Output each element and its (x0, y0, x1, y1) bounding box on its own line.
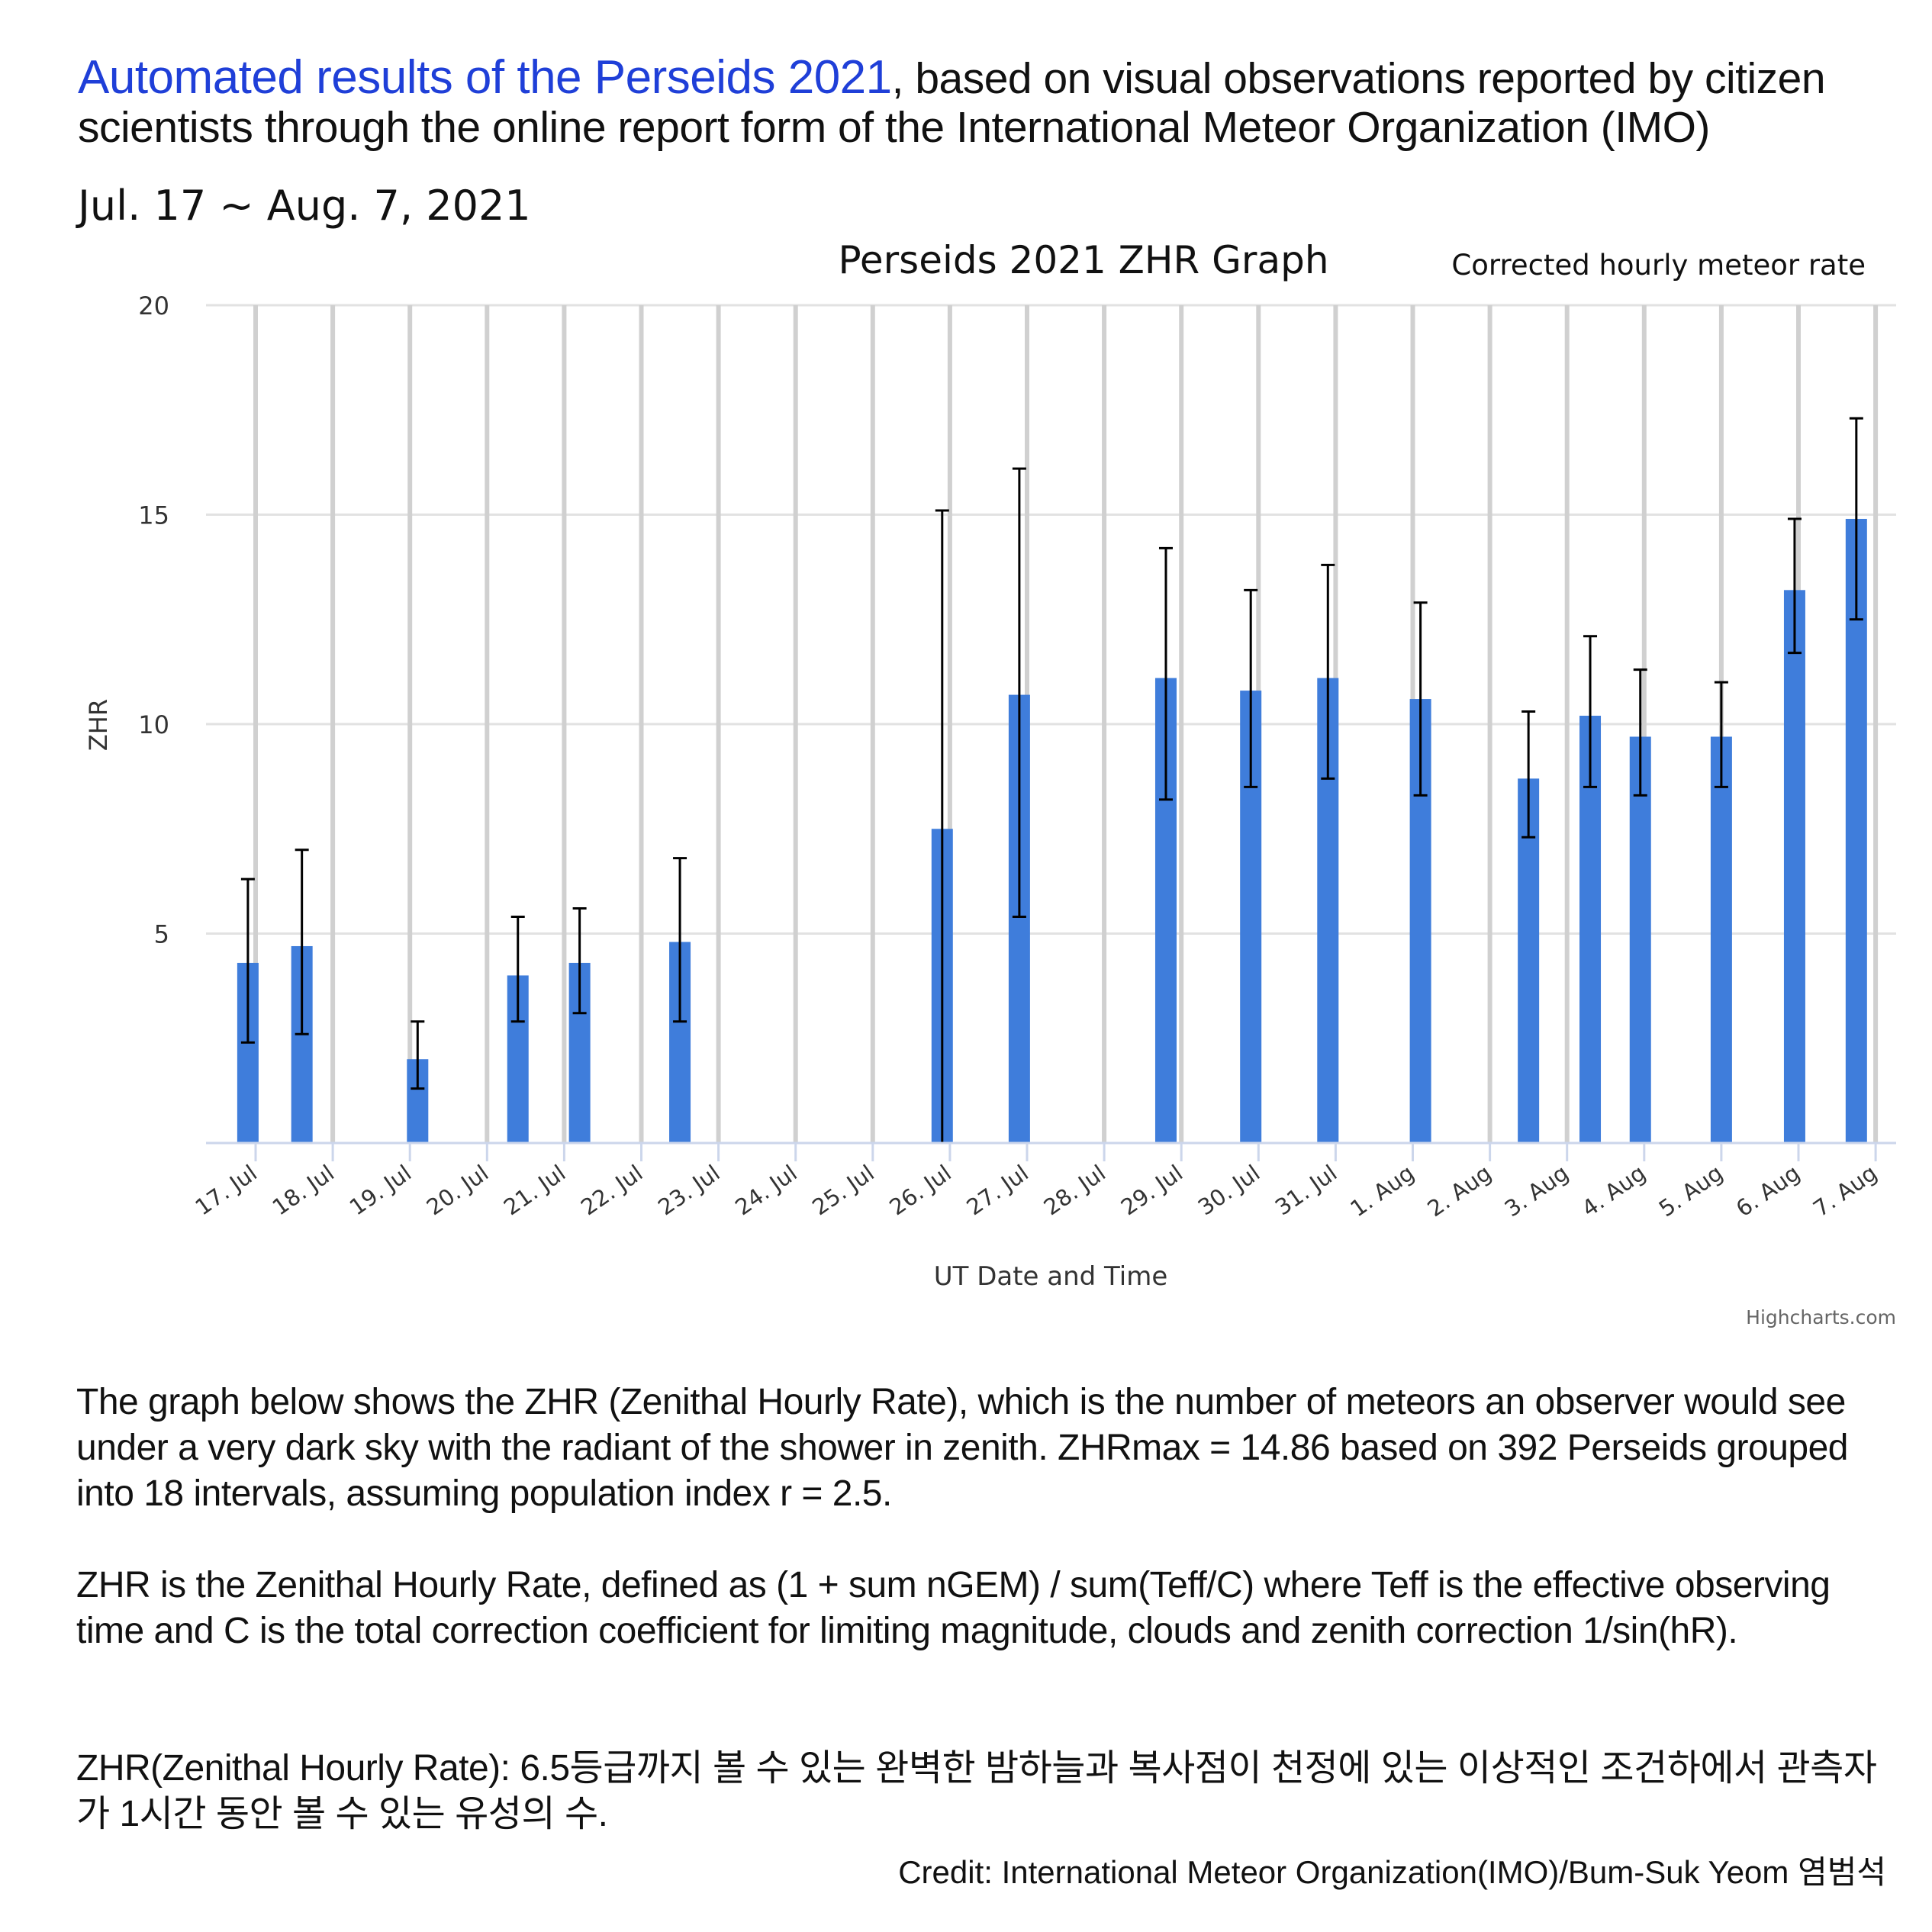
zhr-bar[interactable] (1710, 736, 1732, 1143)
description-paragraph-2: ZHR is the Zenithal Hourly Rate, defined… (76, 1565, 1831, 1651)
zhr-chart: 5 10 15 20 17. Jul 18. Jul 19. Jul 20. Jul 21. … (84, 238, 1896, 1328)
y-tick-label: 15 (138, 501, 169, 530)
headline-highlight: Automated results of the Perseids 2021 (78, 51, 892, 104)
x-tick-label: 19. Jul (345, 1160, 416, 1221)
x-tick-label: 21. Jul (499, 1160, 570, 1221)
x-tick-label: 25. Jul (807, 1160, 878, 1221)
x-tick-label: 24. Jul (730, 1160, 801, 1221)
chart-credits[interactable]: Highcharts.com (1746, 1306, 1896, 1328)
x-tick-label: 23. Jul (653, 1160, 724, 1221)
x-tick-label: 29. Jul (1116, 1160, 1187, 1221)
x-tick-label: 5. Aug (1654, 1160, 1728, 1222)
y-tick-label: 5 (154, 920, 169, 949)
credit-line: Credit: International Meteor Organizatio… (898, 1854, 1886, 1890)
x-axis-label: UT Date and Time (934, 1261, 1168, 1292)
bar-series (237, 518, 1867, 1143)
x-tick-label: 30. Jul (1193, 1160, 1264, 1221)
page-headline: Automated results of the Perseids 2021, … (78, 51, 1894, 153)
error-bar-series (240, 417, 1863, 1145)
headline-rest: , based on visual observations reported … (78, 54, 1826, 152)
x-tick-label: 27. Jul (962, 1160, 1033, 1221)
zhr-bar[interactable] (1518, 778, 1540, 1143)
x-tick-label: 20. Jul (422, 1160, 493, 1221)
x-tick-label: 26. Jul (884, 1160, 955, 1221)
zhr-bar[interactable] (1783, 590, 1805, 1143)
x-tick-label: 1. Aug (1345, 1160, 1418, 1222)
description-paragraph-korean: ZHR(Zenithal Hourly Rate): 6.5등급까지 볼 수 있… (76, 1748, 1877, 1834)
x-tick-label: 4. Aug (1577, 1160, 1650, 1222)
zhr-bar[interactable] (1845, 518, 1867, 1143)
x-tick-label: 18. Jul (268, 1160, 339, 1221)
chart-title: Perseids 2021 ZHR Graph (838, 238, 1328, 282)
zhr-bar[interactable] (1629, 736, 1651, 1143)
x-tick-label: 6. Aug (1731, 1160, 1805, 1222)
x-tick-label: 3. Aug (1500, 1160, 1573, 1222)
y-tick-labels: 5 10 15 20 (138, 291, 169, 949)
x-tick-label: 28. Jul (1039, 1160, 1110, 1221)
x-tick-label: 2. Aug (1423, 1160, 1496, 1222)
date-range: Jul. 17 ~ Aug. 7, 2021 (78, 182, 531, 230)
x-tick-label: 22. Jul (576, 1160, 647, 1221)
x-tick-label: 31. Jul (1270, 1160, 1341, 1221)
x-tick-label: 17. Jul (191, 1160, 262, 1221)
chart-subtitle: Corrected hourly meteor rate (1451, 249, 1866, 282)
y-tick-label: 20 (138, 291, 169, 320)
description-paragraph-1: The graph below shows the ZHR (Zenithal … (76, 1382, 1849, 1514)
y-tick-label: 10 (138, 710, 169, 739)
x-tick-labels: 17. Jul 18. Jul 19. Jul 20. Jul 21. Jul 22. J… (191, 1160, 1882, 1222)
x-tick-label: 7. Aug (1808, 1160, 1882, 1222)
y-axis-label: ZHR (84, 699, 113, 751)
